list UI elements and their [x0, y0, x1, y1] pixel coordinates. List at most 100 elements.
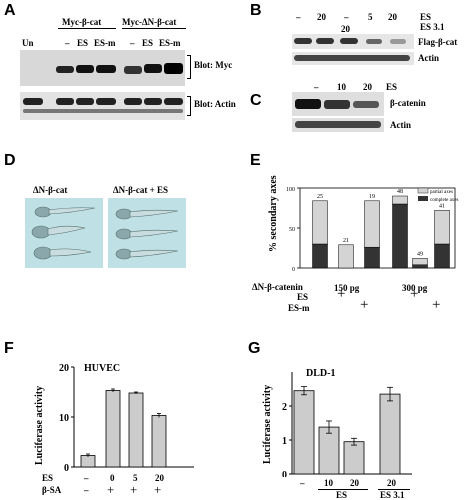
e-row-es: ES	[297, 292, 309, 302]
e-bars: 25 21 19 48 49 41	[312, 189, 450, 269]
b-col-4: 20	[341, 24, 350, 34]
lane-label-neg-2: –	[130, 38, 135, 48]
f-bars	[80, 388, 167, 468]
panel-d-label: D	[4, 152, 16, 169]
e-bar-partial-1	[338, 244, 354, 269]
f-bar-0	[80, 455, 96, 468]
e-n-label-0: 25	[317, 194, 323, 200]
blot-actin-c	[292, 118, 384, 132]
b-treatment-es31: ES 3.1	[420, 22, 445, 32]
g-group-es31: ES 3.1	[380, 490, 405, 500]
lane-label-es-1: ES	[77, 38, 89, 48]
group-label-myc-bcat: Myc-β-cat	[62, 17, 102, 27]
blot-label-myc: Blot: Myc	[194, 60, 233, 70]
f-es-2: 0	[110, 473, 115, 483]
f-es-4: 20	[155, 473, 164, 483]
e-plus-esm-300: +	[432, 297, 441, 313]
f-es-1: –	[84, 473, 89, 483]
e-n-label-4: 49	[417, 251, 423, 257]
c-col-3: 20	[363, 82, 372, 92]
b-col-5: 5	[368, 12, 373, 22]
e-plus-esm-150: +	[360, 297, 369, 313]
panel-c-label: C	[250, 92, 262, 109]
e-legend: partial axes complete axes	[417, 187, 459, 203]
lane-label-es-2: ES	[142, 38, 154, 48]
f-bar-1	[105, 390, 121, 468]
d-image-label-1: ΔN-β-cat	[33, 185, 68, 195]
e-ytick-label-2: 100	[286, 187, 295, 193]
lane-label-un: Un	[22, 38, 34, 48]
panel-f-label: F	[4, 340, 14, 357]
group-label-myc-dn-bcat: Myc-ΔN-β-cat	[122, 17, 177, 27]
group-underline-2	[122, 28, 186, 29]
e-legend-partial: partial axes	[430, 190, 453, 195]
g-bar-1	[318, 426, 340, 475]
embryo-image-dn-bcat-es	[108, 198, 186, 268]
f-bar-2	[128, 392, 144, 468]
blot-actin-b	[292, 52, 414, 65]
group-underline-1	[58, 28, 116, 29]
e-row-esm: ES-m	[288, 303, 310, 313]
embryo-image-dn-bcat	[25, 198, 103, 268]
blot-label-bcatenin: β-catenin	[390, 98, 426, 108]
blot-bcatenin	[292, 92, 384, 116]
g-bar-2	[343, 441, 365, 475]
chart-g: Luciferase activity DLD-1 0 1 2	[262, 368, 412, 477]
g-group-line-es31	[378, 489, 410, 490]
g-ytick-label-2: 2	[282, 402, 287, 413]
e-bar-partial-4	[412, 258, 428, 266]
g-bars	[293, 386, 401, 475]
e-bar-partial-5	[434, 210, 450, 245]
e-n-label-5: 41	[439, 203, 445, 209]
f-axis: 0 10 20	[59, 363, 194, 473]
b-treatment-es: ES	[420, 12, 432, 22]
blot-myc	[20, 50, 185, 86]
c-col-1: –	[314, 82, 319, 92]
e-bar-complete-2	[364, 246, 380, 269]
f-title: HUVEC	[84, 363, 120, 374]
e-dose-150: 150 pg	[334, 283, 360, 293]
f-ytick-label-1: 10	[59, 413, 69, 424]
e-n-label-2: 19	[369, 194, 375, 200]
g-ylabel: Luciferase activity	[262, 385, 273, 464]
e-n-label-3: 48	[397, 189, 403, 195]
e-plus-es-150: +	[337, 286, 346, 302]
blot-flag-bcat	[292, 34, 414, 49]
c-treatment: ES	[386, 82, 398, 92]
panel-b-label: B	[250, 2, 262, 19]
f-ytick-label-0: 0	[64, 463, 69, 473]
f-bsa-3: +	[130, 482, 138, 497]
e-legend-complete: complete axes	[430, 198, 459, 203]
e-bar-complete-0	[312, 243, 328, 269]
blot-label-actin-a: Blot: Actin	[194, 99, 236, 109]
blot-actin-a	[20, 92, 185, 120]
b-col-1: –	[296, 12, 301, 22]
e-bar-complete-5	[434, 243, 450, 269]
e-ytick-label-0: 0	[292, 267, 295, 273]
b-col-6: 20	[388, 12, 397, 22]
e-legend-swatch-partial	[417, 187, 429, 194]
blot-label-actin-c: Actin	[390, 120, 411, 130]
e-dose-300: 300 pg	[402, 283, 428, 293]
e-ylabel: % secondary axes	[268, 175, 279, 252]
f-bsa-2: +	[107, 482, 115, 497]
f-bsa-1: –	[84, 485, 89, 495]
e-legend-swatch-complete	[418, 196, 428, 201]
f-ylabel: Luciferase activity	[34, 386, 45, 465]
panel-a-label: A	[4, 2, 16, 19]
e-bar-partial-2	[364, 200, 380, 248]
e-bar-complete-3	[392, 203, 408, 269]
lane-label-neg-1: –	[65, 38, 70, 48]
e-plus-es-300: +	[410, 286, 419, 302]
e-bar-complete-4	[412, 264, 428, 269]
e-bar-partial-0	[312, 200, 328, 245]
lane-label-esm-2: ES-m	[159, 38, 181, 48]
c-col-2: 10	[337, 82, 346, 92]
e-bar-partial-3	[392, 195, 408, 205]
g-group-line-es	[318, 489, 368, 490]
f-ytick-label-2: 20	[59, 363, 69, 374]
f-row-es: ES	[42, 473, 54, 483]
g-title: DLD-1	[306, 368, 335, 379]
g-x-4: 20	[387, 478, 396, 488]
g-group-es: ES	[336, 490, 348, 500]
